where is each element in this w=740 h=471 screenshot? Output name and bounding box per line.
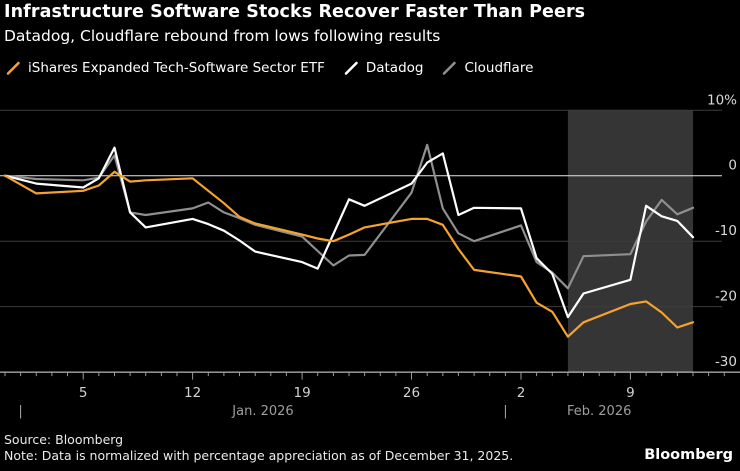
legend-item-cloudflare: Cloudflare	[442, 60, 533, 76]
datadog-line-swatch-icon	[344, 61, 358, 75]
legend-item-datadog: Datadog	[344, 60, 424, 76]
page-subtitle: Datadog, Cloudflare rebound from lows fo…	[4, 27, 441, 45]
legend-label-etf: iShares Expanded Tech-Software Sector ET…	[28, 60, 325, 76]
legend: iShares Expanded Tech-Software Sector ET…	[6, 60, 533, 76]
svg-text:2: 2	[517, 385, 526, 401]
etf-line-swatch-icon	[6, 61, 20, 75]
svg-text:-10: -10	[715, 223, 737, 239]
source-line: Source: Bloomberg	[4, 432, 124, 447]
note-line: Note: Data is normalized with percentage…	[4, 448, 514, 463]
svg-text:0: 0	[728, 158, 737, 174]
svg-text:10%: 10%	[707, 92, 737, 108]
svg-text:12: 12	[184, 385, 201, 401]
svg-text:26: 26	[403, 385, 420, 401]
legend-item-etf: iShares Expanded Tech-Software Sector ET…	[6, 60, 325, 76]
svg-text:-20: -20	[715, 289, 737, 305]
legend-label-cloudflare: Cloudflare	[464, 60, 534, 76]
cloudflare-line-swatch-icon	[443, 61, 457, 75]
svg-text:19: 19	[294, 385, 311, 401]
svg-text:|: |	[18, 404, 22, 419]
svg-text:-30: -30	[715, 354, 737, 370]
svg-text:Feb. 2026: Feb. 2026	[567, 404, 631, 419]
svg-text:9: 9	[626, 385, 635, 401]
svg-text:Jan. 2026: Jan. 2026	[231, 404, 293, 419]
legend-label-datadog: Datadog	[365, 60, 424, 76]
chart: 10% 0 -10 -20 -30 5 12 19 26 2 9 | Jan. 2026 | Feb. 20…	[0, 92, 740, 419]
page-title: Infrastructure Software Stocks Recover F…	[4, 2, 586, 22]
bloomberg-logo: Bloomberg	[644, 447, 733, 463]
svg-text:5: 5	[79, 385, 88, 401]
svg-text:|: |	[503, 404, 507, 419]
